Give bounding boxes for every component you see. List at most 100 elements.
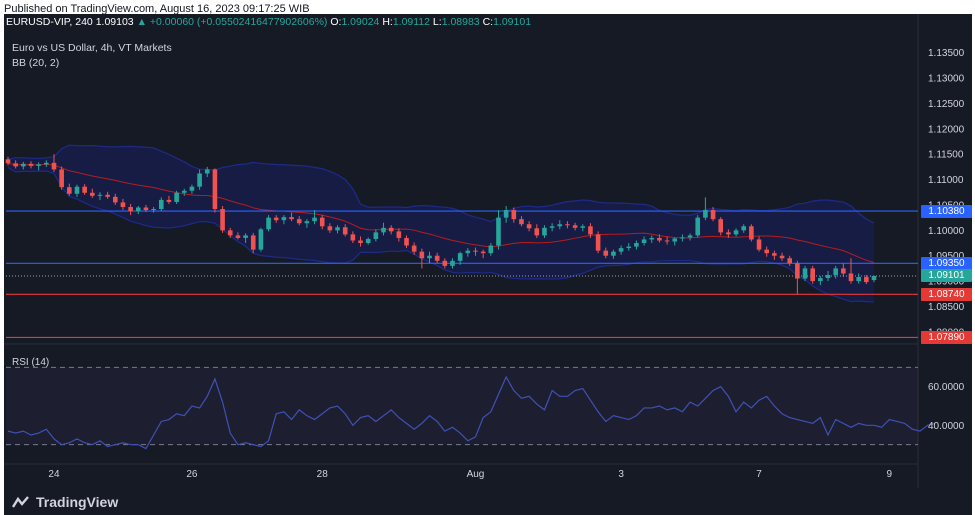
candle-body[interactable]	[687, 235, 693, 238]
bb-legend[interactable]: BB (20, 2)	[12, 57, 60, 69]
candle-body[interactable]	[565, 224, 570, 226]
candle-body[interactable]	[427, 255, 432, 259]
candle-body[interactable]	[588, 226, 593, 235]
candle-body[interactable]	[871, 276, 877, 281]
candle-body[interactable]	[90, 192, 95, 196]
rsi-line[interactable]	[7, 375, 936, 450]
candle-body[interactable]	[197, 173, 202, 187]
candle-body[interactable]	[848, 273, 854, 282]
candle-body[interactable]	[174, 192, 179, 202]
candle-body[interactable]	[204, 169, 210, 174]
candle-body[interactable]	[143, 207, 149, 211]
candle-body[interactable]	[710, 210, 716, 220]
candle-body[interactable]	[220, 209, 225, 231]
candle-body[interactable]	[802, 268, 808, 279]
tradingview-logo[interactable]: TradingView	[12, 494, 118, 510]
candle-body[interactable]	[51, 162, 57, 170]
candle-body[interactable]	[572, 225, 578, 228]
candle-body[interactable]	[810, 268, 815, 282]
candle-body[interactable]	[273, 217, 279, 221]
candle-body[interactable]	[67, 187, 72, 194]
candle-body[interactable]	[749, 226, 754, 240]
candle-body[interactable]	[105, 194, 110, 197]
candle-body[interactable]	[120, 202, 126, 207]
candle-body[interactable]	[779, 255, 785, 259]
candle-body[interactable]	[457, 253, 463, 261]
candle-body[interactable]	[189, 186, 195, 191]
candle-body[interactable]	[542, 227, 547, 236]
candle-body[interactable]	[833, 268, 838, 276]
candle-body[interactable]	[5, 159, 11, 164]
candle-body[interactable]	[611, 251, 616, 256]
candle-body[interactable]	[373, 232, 379, 239]
candle-body[interactable]	[465, 250, 471, 254]
candle-body[interactable]	[672, 238, 678, 242]
candle-body[interactable]	[818, 278, 823, 282]
candle-body[interactable]	[718, 219, 724, 233]
candle-body[interactable]	[97, 194, 103, 196]
candle-body[interactable]	[235, 235, 241, 238]
candle-body[interactable]	[680, 237, 685, 239]
candle-body[interactable]	[496, 217, 501, 246]
symbol-label[interactable]: EURUSD-VIP, 240	[6, 16, 93, 28]
candle-body[interactable]	[21, 163, 26, 167]
candle-body[interactable]	[82, 186, 87, 193]
candle-body[interactable]	[756, 239, 762, 250]
chart-title[interactable]: Euro vs US Dollar, 4h, VT Markets	[12, 42, 172, 54]
candle-body[interactable]	[396, 231, 402, 238]
candle-body[interactable]	[864, 277, 869, 283]
candle-body[interactable]	[404, 237, 409, 246]
candle-body[interactable]	[841, 268, 846, 274]
candle-body[interactable]	[626, 246, 632, 249]
candle-body[interactable]	[28, 163, 34, 166]
candle-body[interactable]	[13, 163, 18, 167]
candle-body[interactable]	[603, 250, 609, 256]
candle-body[interactable]	[358, 240, 363, 244]
candle-body[interactable]	[825, 275, 831, 279]
candle-body[interactable]	[733, 230, 739, 235]
candle-body[interactable]	[772, 253, 777, 256]
candle-body[interactable]	[350, 234, 356, 241]
candle-body[interactable]	[764, 249, 770, 254]
candle-body[interactable]	[135, 207, 141, 212]
candle-body[interactable]	[442, 260, 448, 266]
candle-body[interactable]	[726, 232, 731, 235]
candle-body[interactable]	[664, 240, 670, 242]
candle-body[interactable]	[419, 251, 425, 259]
chart-panel[interactable]: 1.13500 1.13000 1.12500 1.12000 1.11500 1.110…	[4, 14, 972, 488]
candle-body[interactable]	[511, 210, 517, 220]
candle-body[interactable]	[381, 227, 386, 233]
candle-body[interactable]	[557, 224, 563, 227]
candle-body[interactable]	[595, 234, 601, 251]
candle-body[interactable]	[59, 169, 64, 188]
candle-body[interactable]	[856, 277, 861, 282]
candle-body[interactable]	[74, 186, 80, 194]
candle-body[interactable]	[488, 245, 494, 254]
candle-body[interactable]	[365, 238, 371, 244]
candle-body[interactable]	[342, 227, 348, 235]
candle-body[interactable]	[289, 217, 294, 220]
candle-body[interactable]	[411, 245, 417, 252]
candle-body[interactable]	[741, 226, 747, 231]
candle-body[interactable]	[503, 210, 509, 218]
candle-body[interactable]	[795, 263, 800, 279]
candle-body[interactable]	[243, 235, 248, 238]
candle-body[interactable]	[266, 217, 271, 230]
candle-body[interactable]	[641, 239, 647, 244]
candle-body[interactable]	[158, 199, 164, 210]
candle-body[interactable]	[787, 258, 792, 264]
candle-body[interactable]	[181, 190, 187, 193]
candle-body[interactable]	[281, 217, 287, 221]
candle-body[interactable]	[212, 169, 218, 210]
candle-body[interactable]	[312, 217, 317, 222]
candle-body[interactable]	[519, 219, 524, 225]
candle-body[interactable]	[327, 226, 333, 231]
candle-body[interactable]	[450, 260, 455, 266]
candle-body[interactable]	[618, 248, 624, 252]
candle-body[interactable]	[526, 224, 532, 229]
candle-body[interactable]	[128, 206, 133, 212]
candle-body[interactable]	[304, 221, 310, 224]
candle-body[interactable]	[258, 229, 264, 250]
candle-body[interactable]	[388, 227, 394, 232]
candle-body[interactable]	[534, 228, 540, 236]
